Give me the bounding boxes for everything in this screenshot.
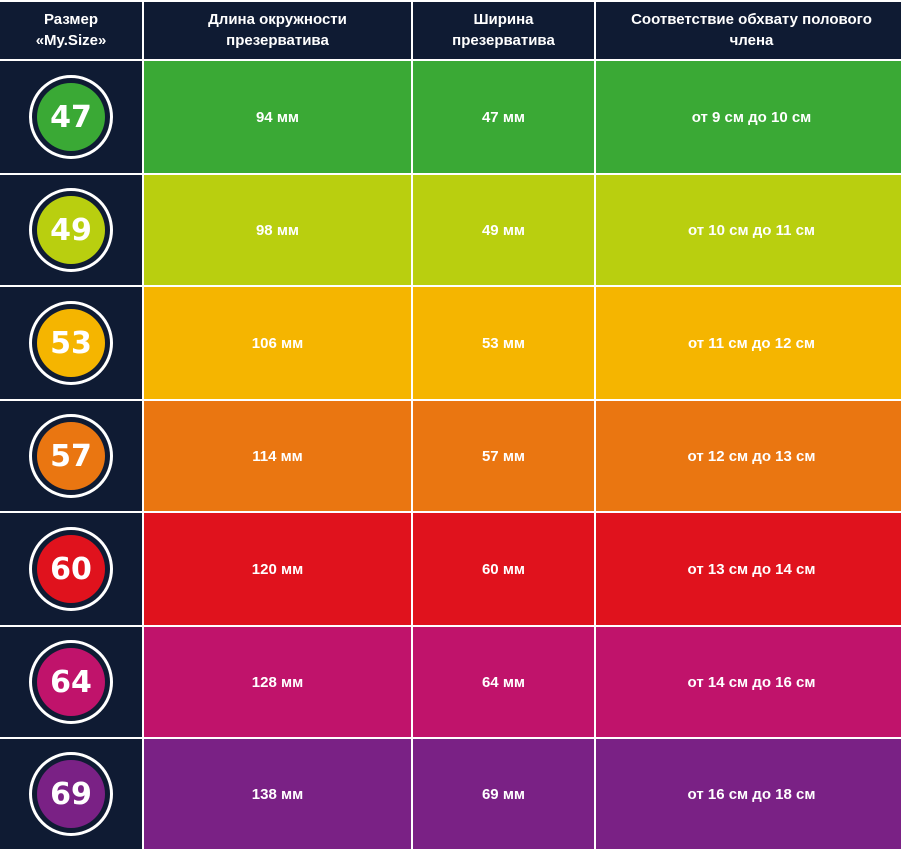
size-ring: 47 [29,75,113,159]
size-badge: 64 [37,648,105,716]
header-circumference: Длина окружности презерватива [144,2,411,59]
size-ring: 69 [29,752,113,836]
width-cell: 57 мм [413,401,594,511]
size-ring: 53 [29,301,113,385]
size-badge: 53 [37,309,105,377]
width-cell: 60 мм [413,513,594,625]
circumference-cell: 94 мм [144,61,411,173]
circumference-cell: 138 мм [144,739,411,849]
width-cell: 64 мм [413,627,594,737]
size-cell: 69 [0,739,142,849]
size-ring: 49 [29,188,113,272]
size-badge: 60 [37,535,105,603]
girth-cell: от 10 см до 11 см [596,175,901,285]
size-ring: 64 [29,640,113,724]
girth-cell: от 11 см до 12 см [596,287,901,399]
size-cell: 57 [0,401,142,511]
header-girth: Соответствие обхвату полового члена [596,2,901,59]
circumference-cell: 106 мм [144,287,411,399]
girth-cell: от 9 см до 10 см [596,61,901,173]
size-ring: 60 [29,527,113,611]
girth-cell: от 16 см до 18 см [596,739,901,849]
size-badge: 57 [37,422,105,490]
header-size: Размер «My.Size» [0,2,142,59]
width-cell: 47 мм [413,61,594,173]
size-cell: 47 [0,61,142,173]
size-badge: 69 [37,760,105,828]
size-cell: 49 [0,175,142,285]
circumference-cell: 98 мм [144,175,411,285]
header-width: Ширина презерватива [413,2,594,59]
circumference-cell: 128 мм [144,627,411,737]
size-cell: 60 [0,513,142,625]
girth-cell: от 13 см до 14 см [596,513,901,625]
circumference-cell: 120 мм [144,513,411,625]
size-badge: 47 [37,83,105,151]
girth-cell: от 12 см до 13 см [596,401,901,511]
width-cell: 53 мм [413,287,594,399]
size-ring: 57 [29,414,113,498]
girth-cell: от 14 см до 16 см [596,627,901,737]
size-cell: 64 [0,627,142,737]
size-badge: 49 [37,196,105,264]
circumference-cell: 114 мм [144,401,411,511]
width-cell: 49 мм [413,175,594,285]
width-cell: 69 мм [413,739,594,849]
size-cell: 53 [0,287,142,399]
